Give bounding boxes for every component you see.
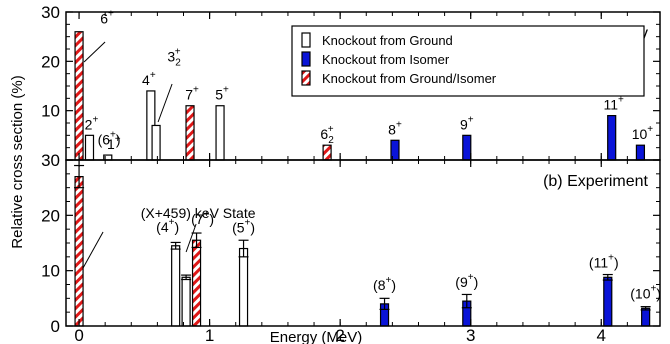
state-label-theory-3: 4+ <box>142 70 156 88</box>
legend-swatch-ground <box>301 32 311 48</box>
y-tick-label-experiment-30: 30 <box>41 151 60 170</box>
x-tick-label-1: 1 <box>205 326 214 344</box>
x-tick-label-3: 3 <box>466 326 475 344</box>
legend-box <box>291 25 645 97</box>
y-axis-label: Relative cross section (%) <box>9 75 26 248</box>
state-label-theory-2: 1+ <box>107 134 121 152</box>
state-label-theory-7: 62+ <box>320 124 334 146</box>
state-label-experiment-4: (5+) <box>232 218 255 236</box>
legend-label-ground: Knockout from Ground <box>322 33 453 48</box>
bar-experiment-8 <box>641 307 651 327</box>
bar-experiment-1 <box>171 245 181 327</box>
state-label-experiment-6: (9+) <box>455 272 478 290</box>
bar-experiment-2 <box>181 276 191 327</box>
state-label-experiment-1: (4+) <box>156 217 179 235</box>
bar-theory-10 <box>607 114 617 161</box>
bar-theory-4 <box>151 124 161 161</box>
bar-theory-1 <box>84 134 95 161</box>
leader-line <box>83 41 106 63</box>
state-label-theory-4: 32+ <box>167 46 181 68</box>
bar-theory-5 <box>185 105 195 161</box>
leader-line <box>82 231 104 269</box>
legend-label-isomer: Knockout from Isomer <box>322 52 450 67</box>
bar-theory-7 <box>322 144 332 161</box>
annotation-x459: (X+459) keV State <box>141 205 256 221</box>
state-label-theory-1: 2+ <box>85 114 99 132</box>
state-label-theory-10: 11+ <box>604 95 625 113</box>
bar-experiment-4 <box>238 247 249 327</box>
bar-theory-11 <box>635 144 646 161</box>
bar-theory-0 <box>74 31 84 161</box>
y-tick-label-experiment-20: 20 <box>41 206 60 225</box>
state-label-experiment-3: (7+) <box>191 209 214 227</box>
bar-theory-6 <box>215 105 225 161</box>
state-label-experiment-8: (10+) <box>630 283 661 301</box>
state-label-experiment-7: (11+) <box>589 252 619 270</box>
y-tick-label-theory-20: 20 <box>41 52 60 71</box>
bar-theory-9 <box>462 134 472 161</box>
state-label-theory-5: 7+ <box>185 85 199 103</box>
legend-swatch-both <box>301 70 311 86</box>
leader-line <box>185 223 197 253</box>
x-axis-label: Energy (MeV) <box>270 329 363 344</box>
y-tick-label-theory-10: 10 <box>41 102 60 121</box>
y-tick-label-experiment-0: 0 <box>51 317 60 336</box>
leader-line <box>157 83 173 123</box>
state-label-theory-8: 8+ <box>388 119 402 137</box>
state-label-experiment-0: (6+) <box>98 130 121 148</box>
panel-label-experiment: (b) Experiment <box>543 173 648 190</box>
state-label-experiment-5: (8+) <box>373 275 396 293</box>
x-tick-label-4: 4 <box>597 326 606 344</box>
state-label-theory-9: 9+ <box>460 114 474 132</box>
y-tick-label-experiment-10: 10 <box>41 262 60 281</box>
state-label-theory-11: 10+ <box>632 124 654 142</box>
x-tick-label-2: 2 <box>335 326 344 344</box>
state-label-theory-6: 5+ <box>215 85 229 103</box>
bar-experiment-7 <box>603 276 613 327</box>
state-label-theory-0: 6+ <box>100 9 114 27</box>
y-tick-label-theory-30: 30 <box>41 3 60 22</box>
legend-swatch-isomer <box>301 51 311 67</box>
bar-experiment-3 <box>191 239 202 327</box>
legend-label-both: Knockout from Ground/Isomer <box>322 71 497 86</box>
bar-experiment-0 <box>74 176 84 327</box>
x-tick-label-0: 0 <box>74 326 83 344</box>
